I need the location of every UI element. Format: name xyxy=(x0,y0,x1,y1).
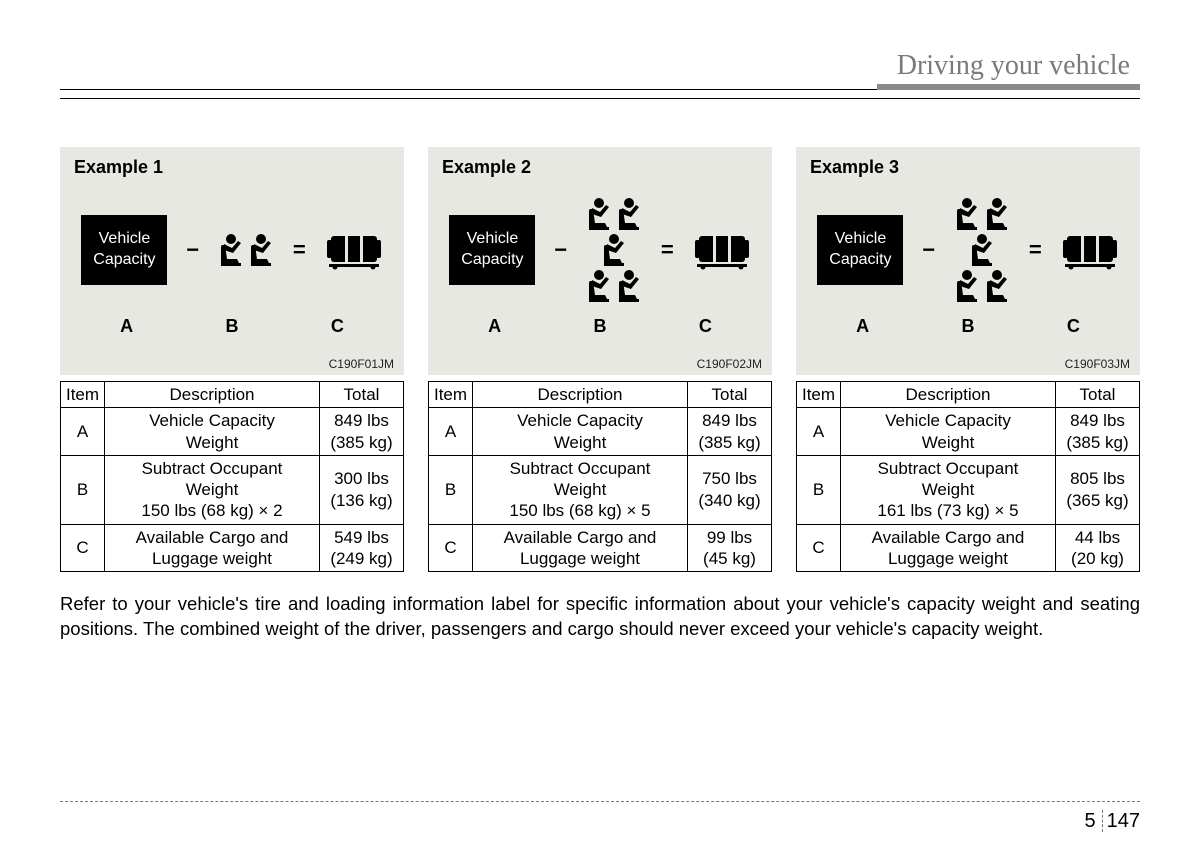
desc-cell: Subtract OccupantWeight150 lbs (68 kg) ×… xyxy=(105,455,320,524)
abc-labels: A B C xyxy=(74,316,390,337)
person-seat-icon xyxy=(586,197,612,231)
table-header: Item xyxy=(797,382,841,408)
desc-cell: Available Cargo andLuggage weight xyxy=(841,524,1056,572)
person-seat-icon xyxy=(984,269,1010,303)
table-row: B Subtract OccupantWeight161 lbs (73 kg)… xyxy=(797,455,1140,524)
person-seat-icon xyxy=(248,233,274,267)
table-row: B Subtract OccupantWeight150 lbs (68 kg)… xyxy=(61,455,404,524)
capacity-table: Item Description Total A Vehicle Capacit… xyxy=(60,381,404,572)
total-cell: 849 lbs(385 kg) xyxy=(320,408,404,456)
abc-labels: A B C xyxy=(442,316,758,337)
vehicle-capacity-box: VehicleCapacity xyxy=(81,215,167,285)
item-cell: A xyxy=(429,408,473,456)
diagram-box: Example 2 VehicleCapacity − = A B C C190… xyxy=(428,147,772,375)
person-seat-icon xyxy=(954,197,980,231)
person-seat-icon xyxy=(586,269,612,303)
table-header: Item xyxy=(429,382,473,408)
person-seat-icon xyxy=(616,269,642,303)
desc-cell: Vehicle CapacityWeight xyxy=(105,408,320,456)
minus-operator: − xyxy=(550,237,571,263)
total-cell: 99 lbs(45 kg) xyxy=(688,524,772,572)
total-cell: 750 lbs(340 kg) xyxy=(688,455,772,524)
item-cell: B xyxy=(61,455,105,524)
item-cell: A xyxy=(797,408,841,456)
table-row: B Subtract OccupantWeight150 lbs (68 kg)… xyxy=(429,455,772,524)
person-seat-icon xyxy=(969,233,995,267)
example-column: Example 2 VehicleCapacity − = A B C C190… xyxy=(428,147,772,572)
table-row: A Vehicle CapacityWeight 849 lbs(385 kg) xyxy=(429,408,772,456)
page-number: 5147 xyxy=(60,810,1140,833)
example-title: Example 2 xyxy=(442,157,758,178)
item-cell: C xyxy=(429,524,473,572)
page-number-value: 147 xyxy=(1107,810,1140,832)
item-cell: C xyxy=(797,524,841,572)
item-cell: B xyxy=(797,455,841,524)
example-title: Example 3 xyxy=(810,157,1126,178)
table-row: A Vehicle CapacityWeight 849 lbs(385 kg) xyxy=(61,408,404,456)
table-row: C Available Cargo andLuggage weight 44 l… xyxy=(797,524,1140,572)
total-cell: 849 lbs(385 kg) xyxy=(1056,408,1140,456)
item-cell: A xyxy=(61,408,105,456)
table-header: Description xyxy=(473,382,688,408)
section-number: 5 xyxy=(1085,810,1103,832)
table-header: Description xyxy=(105,382,320,408)
abc-labels: A B C xyxy=(810,316,1126,337)
person-seat-icon xyxy=(218,233,244,267)
equals-operator: = xyxy=(657,237,678,263)
occupant-icons xyxy=(954,197,1010,303)
person-seat-icon xyxy=(616,197,642,231)
desc-cell: Subtract OccupantWeight150 lbs (68 kg) ×… xyxy=(473,455,688,524)
image-code: C190F02JM xyxy=(697,357,762,371)
item-cell: C xyxy=(61,524,105,572)
total-cell: 549 lbs(249 kg) xyxy=(320,524,404,572)
footer-divider xyxy=(60,801,1140,802)
minus-operator: − xyxy=(918,237,939,263)
table-header: Description xyxy=(841,382,1056,408)
example-column: Example 3 VehicleCapacity − = A B C C190… xyxy=(796,147,1140,572)
person-seat-icon xyxy=(601,233,627,267)
total-cell: 44 lbs(20 kg) xyxy=(1056,524,1140,572)
cargo-icon xyxy=(693,230,751,270)
table-row: A Vehicle CapacityWeight 849 lbs(385 kg) xyxy=(797,408,1140,456)
example-title: Example 1 xyxy=(74,157,390,178)
diagram-box: Example 1 VehicleCapacity − = A B C C190… xyxy=(60,147,404,375)
example-column: Example 1 VehicleCapacity − = A B C C190… xyxy=(60,147,404,572)
table-header: Item xyxy=(61,382,105,408)
occupant-icons xyxy=(586,197,642,303)
table-row: C Available Cargo andLuggage weight 549 … xyxy=(61,524,404,572)
cargo-icon xyxy=(1061,230,1119,270)
image-code: C190F01JM xyxy=(329,357,394,371)
vehicle-capacity-box: VehicleCapacity xyxy=(449,215,535,285)
desc-cell: Available Cargo andLuggage weight xyxy=(105,524,320,572)
person-seat-icon xyxy=(954,269,980,303)
equals-operator: = xyxy=(289,237,310,263)
table-header: Total xyxy=(688,382,772,408)
footer-paragraph: Refer to your vehicle's tire and loading… xyxy=(60,592,1140,642)
item-cell: B xyxy=(429,455,473,524)
table-header: Total xyxy=(320,382,404,408)
desc-cell: Vehicle CapacityWeight xyxy=(841,408,1056,456)
image-code: C190F03JM xyxy=(1065,357,1130,371)
capacity-table: Item Description Total A Vehicle Capacit… xyxy=(428,381,772,572)
minus-operator: − xyxy=(182,237,203,263)
capacity-table: Item Description Total A Vehicle Capacit… xyxy=(796,381,1140,572)
section-title: Driving your vehicle xyxy=(877,50,1140,90)
cargo-icon xyxy=(325,230,383,270)
desc-cell: Vehicle CapacityWeight xyxy=(473,408,688,456)
occupant-icons xyxy=(218,233,274,267)
table-header: Total xyxy=(1056,382,1140,408)
vehicle-capacity-box: VehicleCapacity xyxy=(817,215,903,285)
diagram-box: Example 3 VehicleCapacity − = A B C C190… xyxy=(796,147,1140,375)
equals-operator: = xyxy=(1025,237,1046,263)
desc-cell: Available Cargo andLuggage weight xyxy=(473,524,688,572)
total-cell: 849 lbs(385 kg) xyxy=(688,408,772,456)
person-seat-icon xyxy=(984,197,1010,231)
total-cell: 805 lbs(365 kg) xyxy=(1056,455,1140,524)
table-row: C Available Cargo andLuggage weight 99 l… xyxy=(429,524,772,572)
total-cell: 300 lbs(136 kg) xyxy=(320,455,404,524)
desc-cell: Subtract OccupantWeight161 lbs (73 kg) ×… xyxy=(841,455,1056,524)
